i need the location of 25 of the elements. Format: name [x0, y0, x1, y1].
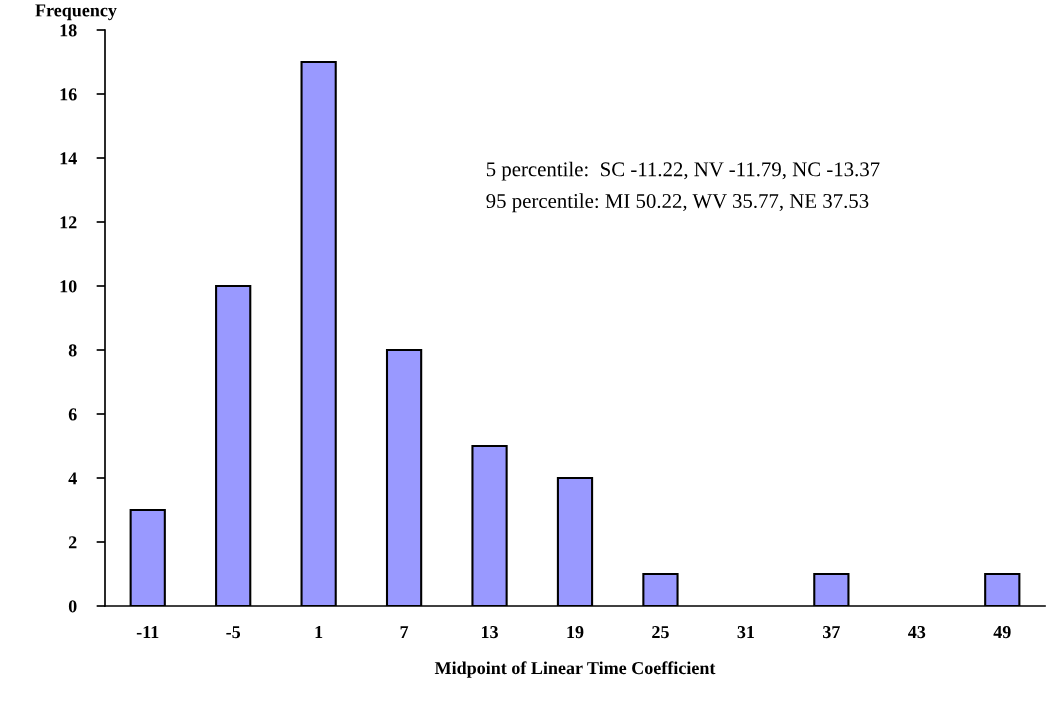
y-tick-label: 2	[68, 536, 77, 549]
x-tick-label: 37	[823, 626, 840, 639]
x-tick-label: 31	[737, 626, 754, 639]
y-tick-label: 4	[68, 472, 77, 485]
x-tick-label: 7	[400, 626, 409, 638]
y-tick-label: 8	[68, 344, 77, 357]
y-tick-label: 16	[60, 88, 77, 101]
x-tick-label: 49	[993, 626, 1011, 639]
y-tick-label: 14	[60, 152, 77, 165]
y-tick-label: 6	[68, 408, 77, 421]
x-tick-label: 13	[481, 626, 498, 639]
y-axis-title: Frequency	[35, 4, 117, 21]
x-tick-label: 1	[315, 626, 323, 638]
x-tick-label: -11	[136, 626, 159, 638]
y-tick-label: 10	[60, 280, 77, 293]
y-tick-label: 18	[60, 24, 77, 37]
x-tick-label: -5	[226, 626, 241, 639]
x-tick-label: 19	[567, 626, 584, 639]
x-axis-title: Midpoint of Linear Time Coefficient	[434, 661, 716, 678]
y-tick-label: 0	[68, 600, 77, 613]
annotation: 95 percentile: MI 50.22, WV 35.77, NE 37.53	[486, 193, 869, 213]
y-tick-label: 12	[60, 216, 77, 229]
annotation: 5 percentile: SC -11.22, NV -11.79, NC -13.37	[486, 161, 880, 181]
x-tick-label: 25	[652, 626, 669, 639]
x-tick-label: 43	[908, 626, 926, 639]
